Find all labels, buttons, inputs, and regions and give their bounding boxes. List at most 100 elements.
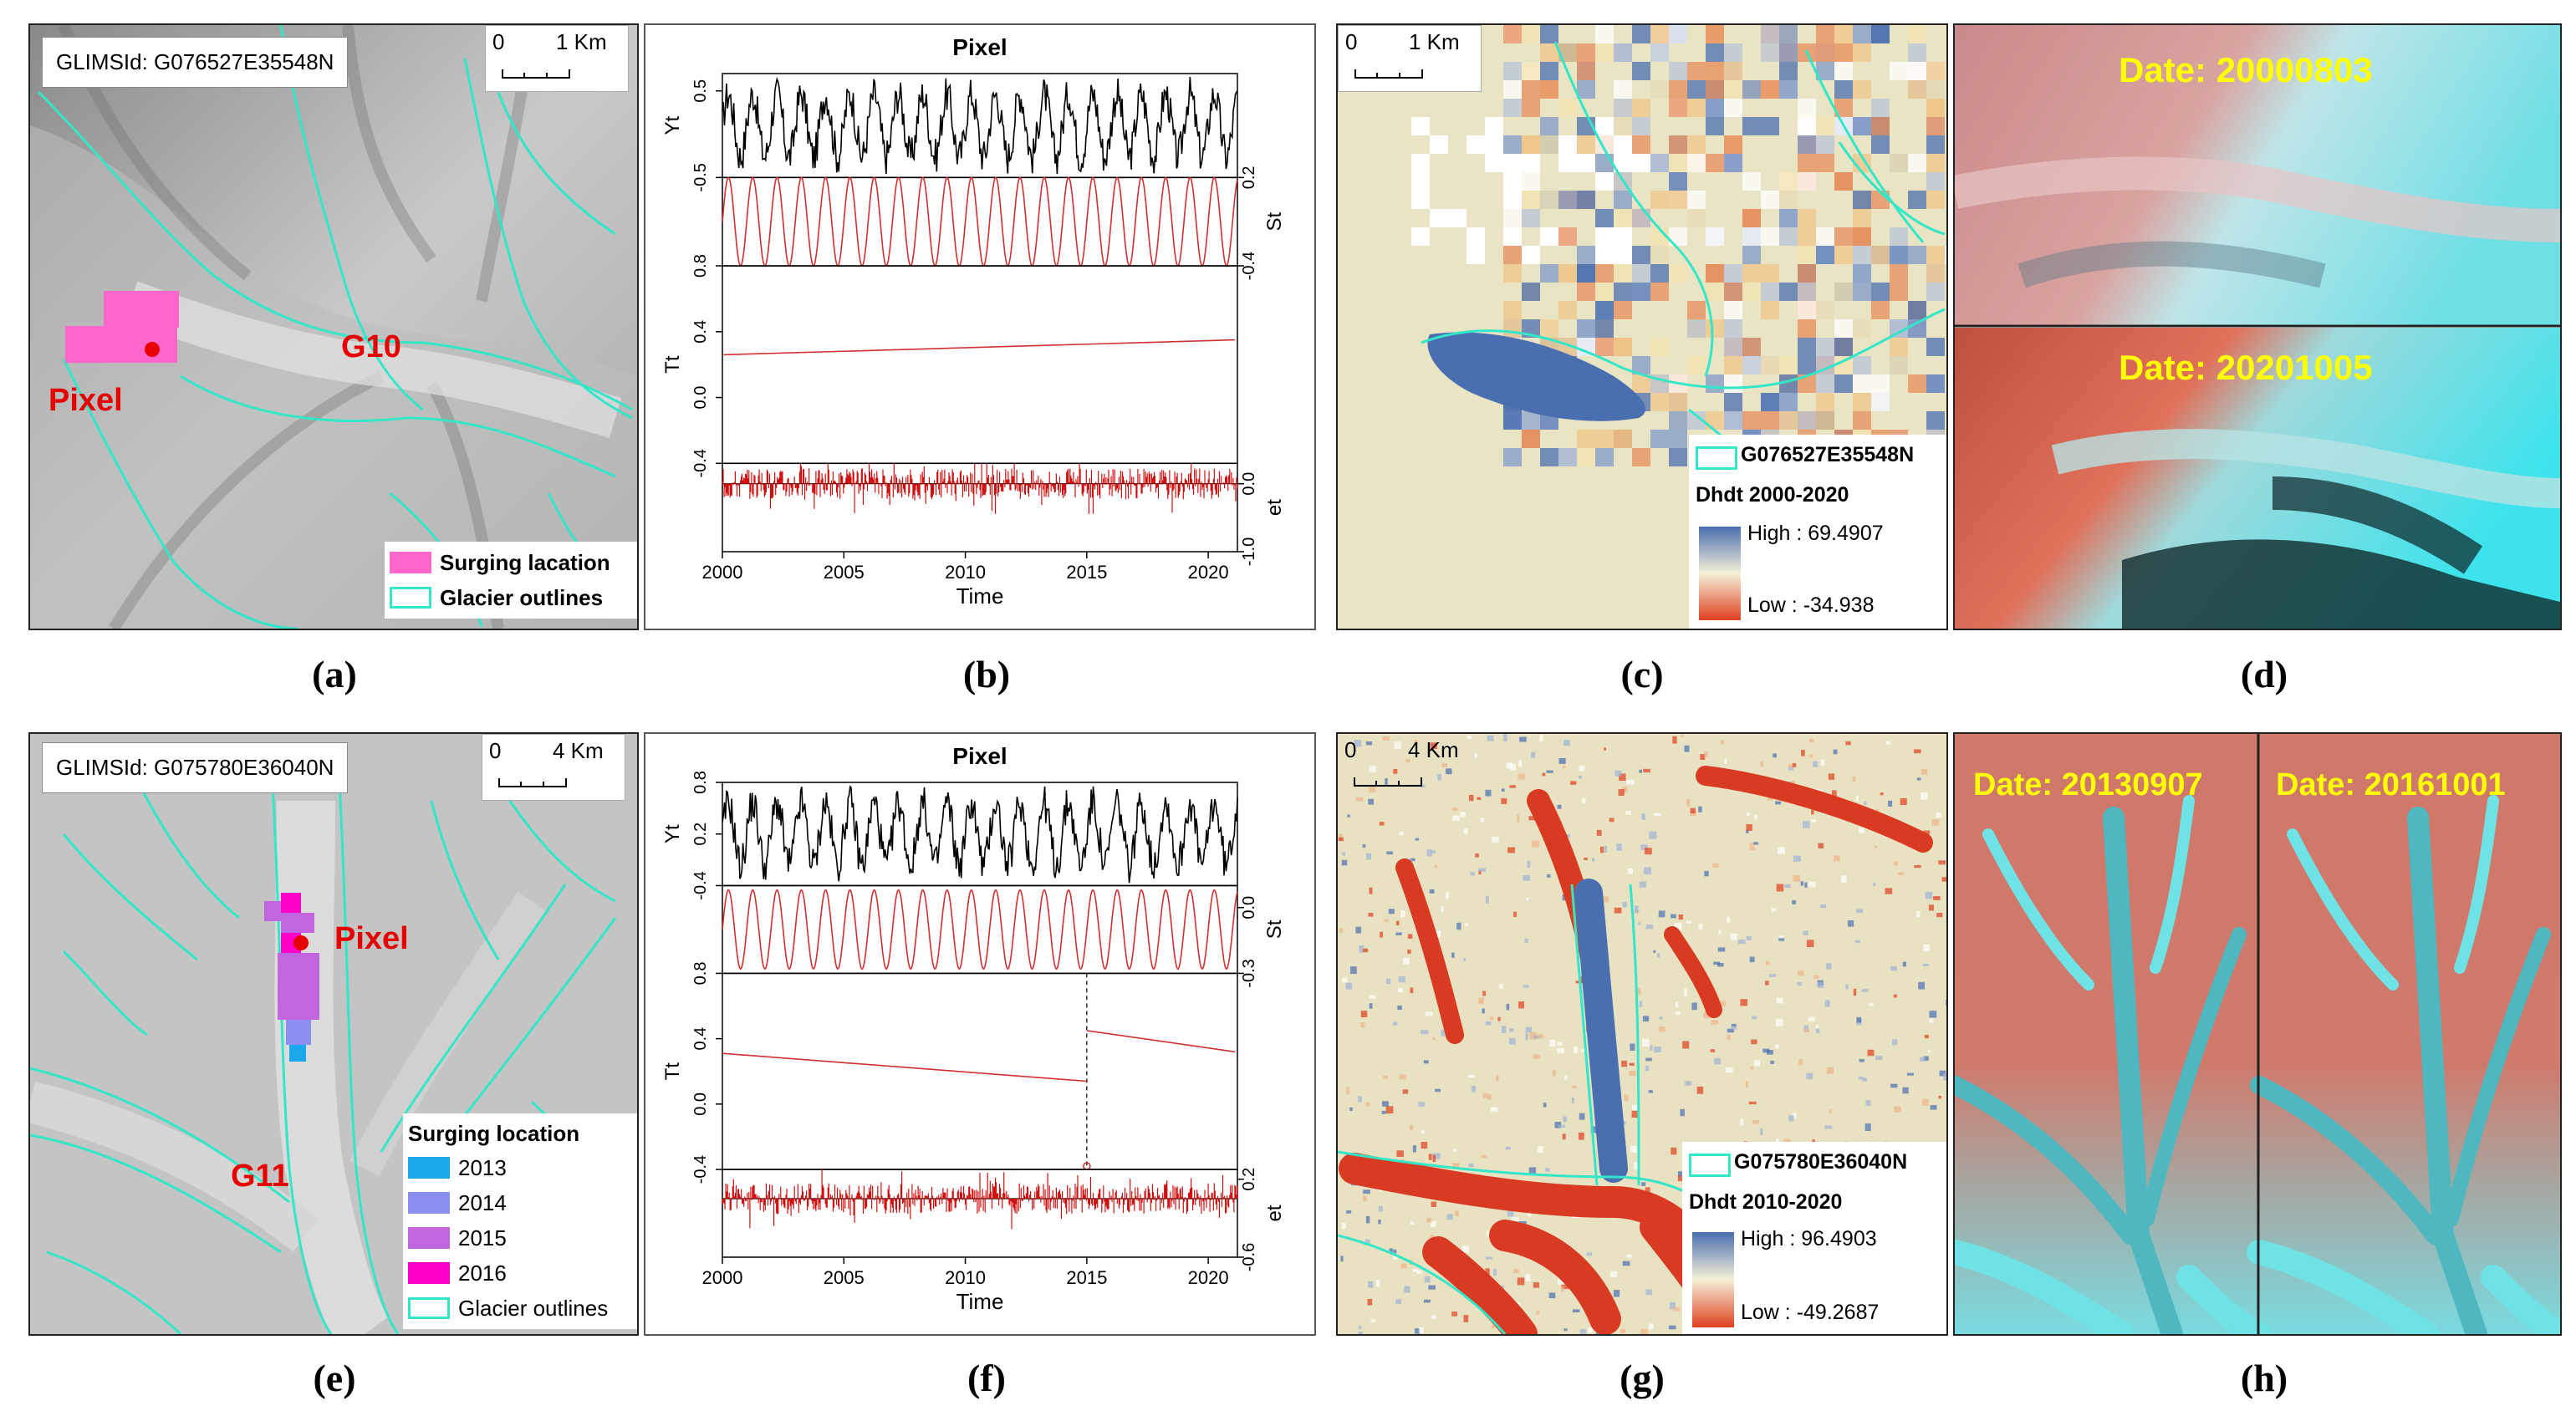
subplot-frame xyxy=(722,462,1238,553)
raster-speck xyxy=(1561,1284,1569,1290)
raster-speck xyxy=(1648,1090,1653,1093)
chart-title: Pixel xyxy=(952,34,1007,60)
raster-speck xyxy=(1381,1110,1386,1114)
scale-bar: 0 4 Km xyxy=(482,734,625,801)
raster-speck xyxy=(1451,1312,1457,1317)
panel-h-satellite-images: Date: 20130907 Date: 20161001 xyxy=(1953,732,2562,1336)
raster-speck xyxy=(1474,753,1478,758)
subplot-label: Tt xyxy=(661,355,684,374)
raster-speck xyxy=(1431,850,1436,853)
raster-cell xyxy=(1577,430,1595,448)
raster-speck xyxy=(1684,745,1690,752)
raster-cell xyxy=(1558,448,1577,466)
raster-speck xyxy=(1677,1171,1685,1177)
legend-item: Surging lacation xyxy=(390,545,637,580)
raster-speck xyxy=(1634,1162,1640,1170)
raster-speck xyxy=(1726,1067,1733,1073)
raster-cell xyxy=(1540,319,1558,338)
raster-speck xyxy=(1653,812,1661,817)
raster-speck xyxy=(1641,1182,1646,1186)
raster-speck xyxy=(1342,852,1346,856)
raster-speck xyxy=(1464,923,1468,926)
raster-cell xyxy=(1926,374,1945,393)
raster-cell xyxy=(1761,117,1779,135)
raster-cell xyxy=(1816,62,1834,80)
raster-cell xyxy=(1798,172,1816,191)
raster-cell xyxy=(1834,43,1853,62)
raster-cell xyxy=(1742,246,1761,264)
raster-cell xyxy=(1761,301,1779,319)
raster-speck xyxy=(1426,849,1432,857)
raster-speck xyxy=(1366,853,1371,860)
raster-cell xyxy=(1577,154,1595,172)
raster-cell xyxy=(1650,283,1669,301)
raster-speck xyxy=(1393,768,1398,774)
scale-zero: 0 xyxy=(492,29,505,54)
raster-speck xyxy=(1339,833,1343,842)
raster-speck xyxy=(1478,997,1484,1005)
raster-speck xyxy=(1507,847,1515,853)
raster-cell xyxy=(1926,411,1945,430)
raster-speck xyxy=(1379,822,1385,826)
raster-speck xyxy=(1536,1310,1539,1315)
raster-speck xyxy=(1446,1214,1453,1220)
raster-speck xyxy=(1518,1001,1524,1009)
raster-cell xyxy=(1467,227,1485,246)
raster-speck xyxy=(1578,1132,1584,1140)
caption-h: (h) xyxy=(2240,1357,2288,1399)
raster-cell xyxy=(1540,191,1558,209)
raster-cell xyxy=(1706,264,1724,283)
raster-speck xyxy=(1428,1285,1436,1290)
raster-speck xyxy=(1375,1280,1380,1287)
y-tick-label: -0.4 xyxy=(691,871,710,899)
raster-speck xyxy=(1815,1025,1819,1028)
raster-speck xyxy=(1506,762,1512,769)
raster-speck xyxy=(1869,1002,1874,1006)
raster-speck xyxy=(1847,920,1854,927)
raster-speck xyxy=(1355,797,1364,802)
raster-cell xyxy=(1687,191,1706,209)
raster-cell xyxy=(1614,191,1632,209)
raster-cell xyxy=(1908,154,1926,172)
raster-cell xyxy=(1411,154,1430,172)
raster-speck xyxy=(1938,1095,1942,1099)
legend-label: Glacier outlines xyxy=(440,584,604,610)
raster-speck xyxy=(1658,1026,1665,1032)
raster-cell xyxy=(1614,43,1632,62)
raster-speck xyxy=(1543,1103,1547,1108)
raster-speck xyxy=(1407,934,1413,939)
raster-cell xyxy=(1724,374,1742,393)
raster-speck xyxy=(1833,749,1838,755)
raster-speck xyxy=(1856,1016,1862,1023)
raster-speck xyxy=(1771,908,1776,913)
raster-cell xyxy=(1871,283,1890,301)
raster-cell xyxy=(1558,191,1577,209)
raster-speck xyxy=(1405,758,1410,762)
raster-speck xyxy=(1752,1120,1759,1124)
raster-speck xyxy=(1642,1039,1650,1047)
raster-cell xyxy=(1669,227,1687,246)
raster-speck xyxy=(1765,981,1769,986)
raster-speck xyxy=(1941,877,1946,882)
x-axis-label: Time xyxy=(956,583,1004,609)
pixel-label: Pixel xyxy=(334,921,409,956)
subplot-label: Yt xyxy=(661,824,684,843)
raster-speck xyxy=(1368,798,1374,805)
raster-cell xyxy=(1926,246,1945,264)
raster-cell xyxy=(1798,209,1816,227)
y-tick-label: -1.0 xyxy=(1240,537,1258,566)
raster-speck xyxy=(1888,800,1893,807)
raster-cell xyxy=(1761,191,1779,209)
raster-cell xyxy=(1503,209,1522,227)
raster-speck xyxy=(1645,1289,1652,1296)
x-tick-label: 2010 xyxy=(945,562,986,583)
raster-speck xyxy=(1385,978,1391,985)
raster-speck xyxy=(1548,1292,1556,1299)
raster-speck xyxy=(1622,902,1628,908)
raster-cell xyxy=(1816,25,1834,43)
raster-speck xyxy=(1430,742,1437,749)
raster-cell xyxy=(1834,227,1853,246)
raster-cell xyxy=(1411,117,1430,135)
raster-speck xyxy=(1829,1108,1832,1113)
raster-speck xyxy=(1365,1239,1370,1244)
